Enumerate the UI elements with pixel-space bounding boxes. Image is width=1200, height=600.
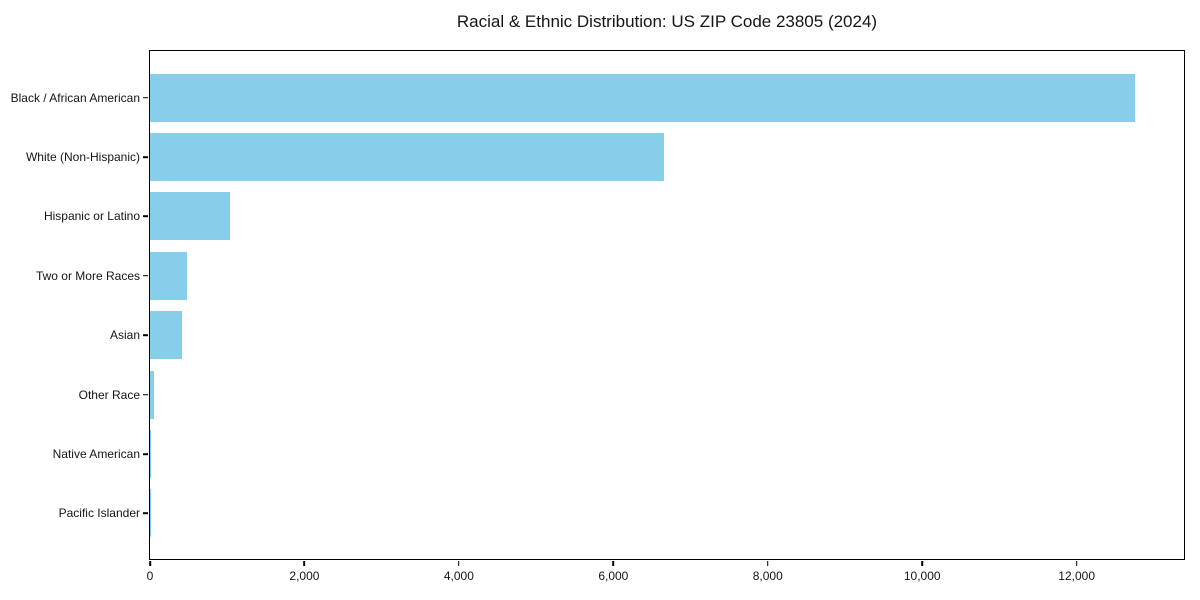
y-tick xyxy=(143,334,149,336)
y-tick xyxy=(143,215,149,218)
y-tick-label: Two or More Races xyxy=(35,268,140,283)
chart-title: Racial & Ethnic Distribution: US ZIP Cod… xyxy=(456,12,878,31)
y-tick-label: White (Non-Hispanic) xyxy=(25,150,140,165)
x-tick-label: 8,000 xyxy=(752,569,783,583)
bar xyxy=(150,192,231,241)
y-tick-label: Pacific Islander xyxy=(58,506,140,521)
plot-area: Black / African American White (Non-Hispa… xyxy=(11,50,1185,583)
y-tick-label: Black / African American xyxy=(10,90,140,105)
bars-container: Black / African American White (Non-Hispa… xyxy=(11,68,1184,543)
y-tick xyxy=(143,96,149,99)
bar xyxy=(150,429,152,478)
bar-row: Hispanic or Latino xyxy=(44,187,1184,246)
bar-row: Black / African American xyxy=(11,68,1184,127)
y-tick-label: Native American xyxy=(52,446,140,461)
y-tick xyxy=(143,393,149,396)
bar-row: Pacific Islander xyxy=(59,484,1184,543)
x-tick xyxy=(1075,560,1078,566)
y-tick xyxy=(143,275,149,277)
x-tick-label: 0 xyxy=(146,569,154,583)
x-axis: 0 2,000 4,000 6,000 8,000 10,000 12,000 xyxy=(147,51,1184,583)
bar xyxy=(150,370,154,419)
y-tick xyxy=(143,453,149,455)
y-tick xyxy=(143,512,149,515)
x-tick-label: 12,000 xyxy=(1058,569,1096,583)
bar xyxy=(150,73,1135,122)
bar-row: Native American xyxy=(53,424,1184,483)
x-tick xyxy=(921,560,923,566)
x-tick xyxy=(458,560,460,566)
x-tick xyxy=(612,560,615,566)
bar-row: Two or More Races xyxy=(36,246,1184,305)
x-tick-label: 10,000 xyxy=(903,569,941,583)
x-tick xyxy=(149,560,151,566)
bar xyxy=(150,311,182,360)
y-tick-label: Other Race xyxy=(78,387,140,402)
x-tick-label: 4,000 xyxy=(443,569,474,583)
y-tick-label: Hispanic or Latino xyxy=(43,209,140,224)
x-tick xyxy=(303,560,306,566)
x-tick-label: 6,000 xyxy=(598,569,629,583)
bar xyxy=(150,133,665,182)
y-tick xyxy=(143,156,149,158)
bar-row: Asian xyxy=(110,306,1184,365)
bar xyxy=(150,251,188,300)
x-tick xyxy=(766,560,769,566)
x-tick-label: 2,000 xyxy=(289,569,320,583)
y-tick-label: Asian xyxy=(109,328,140,343)
bar-row: White (Non-Hispanic) xyxy=(26,127,1184,186)
bar-row: Other Race xyxy=(79,365,1184,424)
